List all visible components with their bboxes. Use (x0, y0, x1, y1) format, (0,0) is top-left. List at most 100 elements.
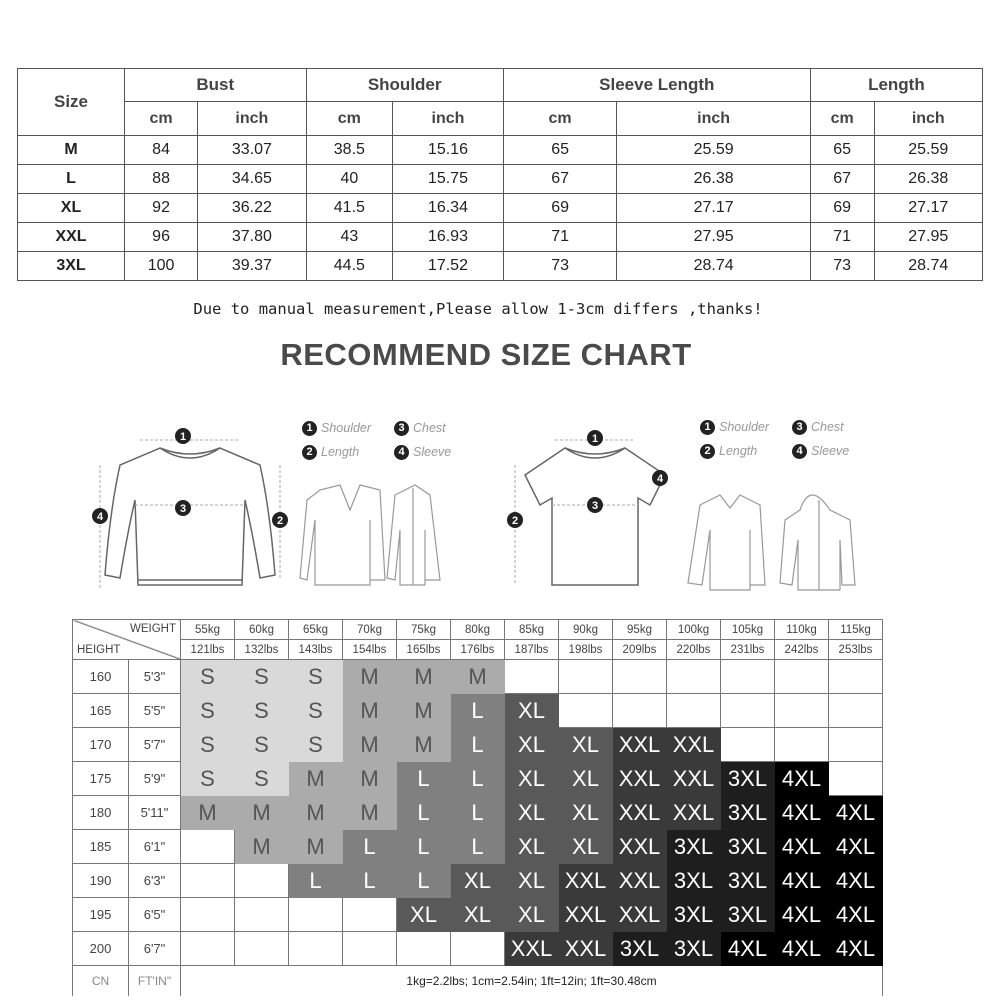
weight-lbs-header: 231lbs (720, 639, 775, 660)
size-cell: M (288, 761, 343, 796)
size-cell (342, 931, 397, 966)
size-cell: M (234, 795, 289, 830)
size-cell: 3XL (612, 931, 667, 966)
size-cell (828, 727, 883, 762)
grid-row: 200 6'7" XXL XXL 3XL 3XL 4XL 4XL 4XL (72, 931, 883, 966)
size-cell (774, 693, 829, 728)
size-cell: 4XL (828, 931, 883, 966)
value-cell: 65 (809, 135, 875, 165)
value-cell: 27.17 (616, 193, 811, 223)
svg-text:3: 3 (592, 500, 598, 512)
weight-kg-header: 65kg (288, 619, 343, 640)
size-cell (558, 659, 613, 694)
size-cell (774, 659, 829, 694)
weight-kg-header: 55kg (180, 619, 235, 640)
value-cell: 44.5 (305, 251, 394, 281)
size-cell (342, 897, 397, 932)
weight-kg-header: 90kg (558, 619, 613, 640)
size-cell: XXL (612, 897, 667, 932)
size-cell: XXL (612, 727, 667, 762)
weight-kg-header: 105kg (720, 619, 775, 640)
weight-kg-header: 70kg (342, 619, 397, 640)
size-cell: 3XL (666, 863, 721, 898)
size-cell: XL (450, 863, 505, 898)
unit-header: cm (502, 101, 618, 136)
size-cell (396, 931, 451, 966)
weight-lbs-header: 209lbs (612, 639, 667, 660)
size-cell: 4XL (774, 761, 829, 796)
weight-lbs-header: 154lbs (342, 639, 397, 660)
height-ft: 5'7" (128, 727, 181, 762)
size-cell: M (342, 761, 397, 796)
value-cell: 100 (123, 251, 199, 281)
size-cell: S (180, 727, 235, 762)
value-cell: 25.59 (873, 135, 984, 165)
height-ft: 5'3" (128, 659, 181, 694)
weight-label: WEIGHT (130, 623, 176, 635)
unit-header: cm (809, 101, 875, 136)
size-cell: XL (17, 193, 125, 223)
size-cell: S (234, 727, 289, 762)
size-cell: 4XL (774, 829, 829, 864)
weight-kg-header: 85kg (504, 619, 559, 640)
value-cell: 26.38 (616, 164, 811, 194)
size-cell: L (396, 761, 451, 796)
size-cell: 3XL (666, 829, 721, 864)
size-cell (720, 693, 775, 728)
height-cm: 170 (72, 727, 129, 762)
number-4-icon: 4 (792, 443, 807, 459)
table-row: M 84 33.07 38.5 15.16 65 25.59 65 25.59 (17, 135, 984, 165)
number-4-icon: 4 (394, 444, 409, 460)
unit-header: cm (305, 101, 394, 136)
size-cell: 4XL (828, 863, 883, 898)
grid-row: 185 6'1" M M L L L XL XL XXL 3XL 3XL 4XL 4XL (72, 829, 883, 864)
unit-header: inch (616, 101, 811, 136)
size-cell: S (180, 659, 235, 694)
size-cell (288, 931, 343, 966)
size-cell: M (342, 727, 397, 762)
size-cell: M (450, 659, 505, 694)
svg-text:1: 1 (180, 431, 186, 443)
value-cell: 34.65 (197, 164, 307, 194)
number-2-icon: 2 (302, 444, 317, 460)
size-cell: S (180, 693, 235, 728)
size-cell: L (450, 727, 505, 762)
size-cell: 3XL (720, 897, 775, 932)
size-cell: 3XL (666, 897, 721, 932)
size-cell: S (288, 693, 343, 728)
size-cell: XL (504, 727, 559, 762)
size-cell: M (180, 795, 235, 830)
size-cell (612, 693, 667, 728)
grid-row: 195 6'5" XL XL XL XXL XXL 3XL 3XL 4XL 4XL (72, 897, 883, 932)
recommend-size-grid: WEIGHT HEIGHT 55kg 60kg 65kg 70kg 75kg 80kg 85… (72, 619, 883, 996)
size-cell: L (450, 761, 505, 796)
size-cell: XXL (558, 931, 613, 966)
size-cell: M (396, 727, 451, 762)
table-row: 3XL 100 39.37 44.5 17.52 73 28.74 73 28.74 (17, 251, 984, 281)
size-header: Size (17, 68, 125, 136)
size-cell: M (342, 659, 397, 694)
blazer-coat-icons (299, 484, 441, 586)
size-cell: XL (504, 829, 559, 864)
size-cell: 3XL (720, 829, 775, 864)
size-cell: M (396, 659, 451, 694)
legend-sleeve: Sleeve (413, 445, 452, 459)
height-cm: 165 (72, 693, 129, 728)
legend-chest: Chest (811, 420, 844, 434)
size-cell: XL (504, 693, 559, 728)
value-cell: 71 (809, 222, 875, 252)
size-cell: L (450, 795, 505, 830)
legend-right: 1 Shoulder 3 Chest 2 Length 4 Sleeve (700, 415, 880, 463)
group-bust: Bust (124, 68, 307, 102)
table-row: XL 92 36.22 41.5 16.34 69 27.17 69 27.17 (17, 193, 984, 223)
size-cell: S (234, 693, 289, 728)
size-cell: 4XL (828, 897, 883, 932)
tshirt-illustration: 1 3 2 4 (507, 430, 668, 586)
group-shoulder: Shoulder (305, 68, 504, 102)
grid-row: 165 5'5" S S S M M L XL (72, 693, 883, 728)
weight-kg-header: 95kg (612, 619, 667, 640)
value-cell: 65 (502, 135, 618, 165)
size-cell: S (288, 727, 343, 762)
shirt-hoodie-icons (687, 494, 856, 591)
height-ft: 6'5" (128, 897, 181, 932)
